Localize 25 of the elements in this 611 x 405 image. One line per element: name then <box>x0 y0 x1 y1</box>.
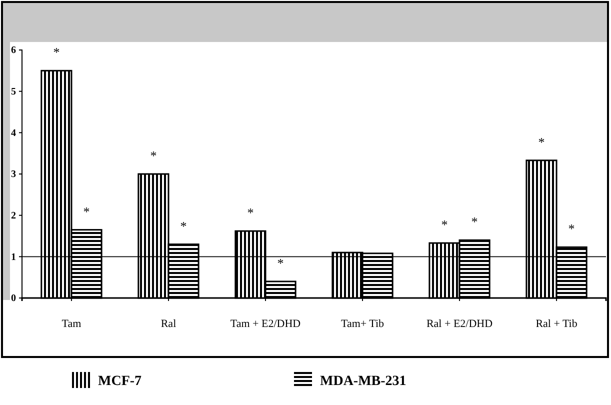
data-label: * <box>247 205 254 220</box>
y-tick-label: 1 <box>11 252 16 263</box>
y-tick-label: 2 <box>11 210 16 222</box>
x-tick-label: Ral <box>160 318 176 330</box>
data-label: * <box>277 255 284 270</box>
legend-label: MCF-7 <box>98 374 142 389</box>
x-tick-label: Tam <box>62 318 82 330</box>
y-tick-label: 6 <box>11 45 16 56</box>
data-label: * <box>180 218 187 234</box>
data-label: * <box>441 217 448 232</box>
y-tick-label: 5 <box>11 86 16 98</box>
x-tick-label: Tam + E2/DHD <box>230 318 301 330</box>
data-label: * <box>83 204 90 219</box>
y-tick-label: 0 <box>11 293 16 304</box>
data-label: * <box>568 221 575 236</box>
legend-label: MDA-MB-231 <box>320 374 406 389</box>
x-tick-label: Ral + E2/DHD <box>426 318 493 330</box>
data-label: * <box>53 44 60 60</box>
data-label: * <box>150 148 157 163</box>
y-tick-label: 4 <box>11 128 16 139</box>
x-tick-label: Tam+ Tib <box>340 318 385 330</box>
y-tick-label: 3 <box>11 169 16 180</box>
data-label: * <box>471 214 478 230</box>
data-label: * <box>538 134 545 150</box>
x-tick-label: Ral + Tib <box>536 318 578 330</box>
